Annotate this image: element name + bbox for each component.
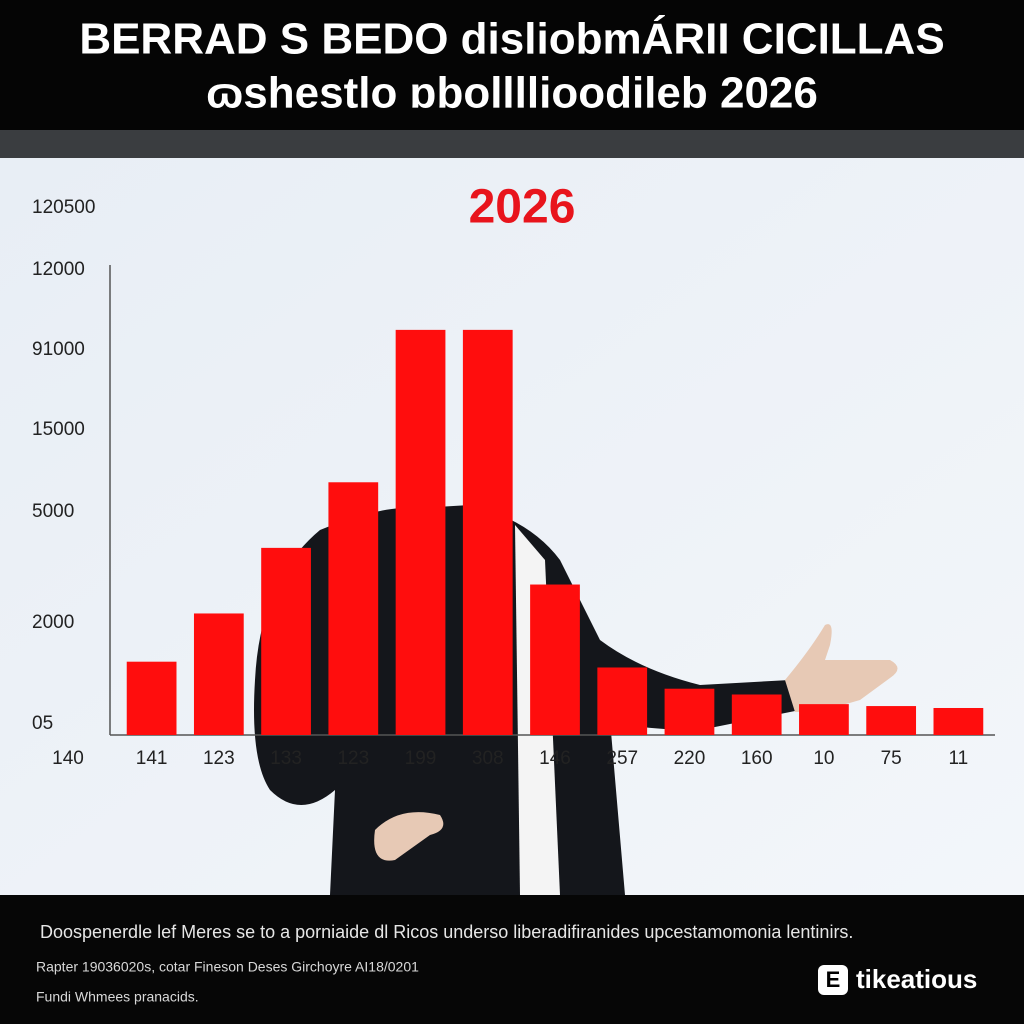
bar <box>597 667 648 735</box>
x-tick-label: 141 <box>136 748 168 769</box>
bar <box>126 661 177 735</box>
bar <box>193 613 244 735</box>
bar <box>462 329 513 735</box>
y-tick-label: 15000 <box>32 419 85 440</box>
footer-line: Fundi Whmees pranacids. <box>36 989 199 1005</box>
x-tick-label: 199 <box>405 748 437 769</box>
chart-title: BERRAD S BEDO disliobmÁRII CICILLAS <box>79 14 944 64</box>
x-tick-label: 257 <box>606 748 638 769</box>
bar <box>328 482 379 735</box>
x-tick-label: 75 <box>881 748 902 769</box>
chart-subtitle: 2026 <box>469 181 576 234</box>
x-tick-label: 220 <box>674 748 706 769</box>
logo-icon: E <box>826 967 841 992</box>
x-axis-start-label: 140 <box>52 748 84 769</box>
bar <box>731 694 782 735</box>
x-tick-label: 308 <box>472 748 504 769</box>
title-banner <box>0 0 1024 130</box>
x-tick-label: 123 <box>337 748 369 769</box>
y-tick-label: 2000 <box>32 612 74 633</box>
y-tick-label: 120500 <box>32 197 95 218</box>
x-tick-label: 160 <box>741 748 773 769</box>
screen-bezel <box>0 130 1024 160</box>
bar <box>799 704 849 735</box>
bar <box>866 706 917 735</box>
x-tick-label: 10 <box>813 748 834 769</box>
x-tick-label: 123 <box>203 748 235 769</box>
bar <box>933 707 984 735</box>
bar <box>395 329 446 735</box>
footer-line: Rapter 19036020s, cotar Fineson Deses Gi… <box>36 959 419 975</box>
bar <box>664 688 715 735</box>
bar <box>261 547 311 735</box>
footer-caption: Doospenerdle lef Meres se to a porniaide… <box>40 922 853 942</box>
logo-icon-box <box>818 965 848 995</box>
bar <box>530 584 580 735</box>
x-tick-label: 146 <box>539 748 571 769</box>
chart-title: ɷshestlo ɒbollllioodileb 2026 <box>206 69 818 118</box>
footer-banner <box>0 895 1024 1024</box>
y-tick-label: 5000 <box>32 501 74 522</box>
x-tick-label: 133 <box>270 748 302 769</box>
y-tick-label: 05 <box>32 713 53 734</box>
y-tick-label: 91000 <box>32 339 85 360</box>
y-tick-label: 12000 <box>32 259 85 280</box>
logo: tikeatious <box>856 964 977 994</box>
x-tick-label: 11 <box>949 748 969 769</box>
